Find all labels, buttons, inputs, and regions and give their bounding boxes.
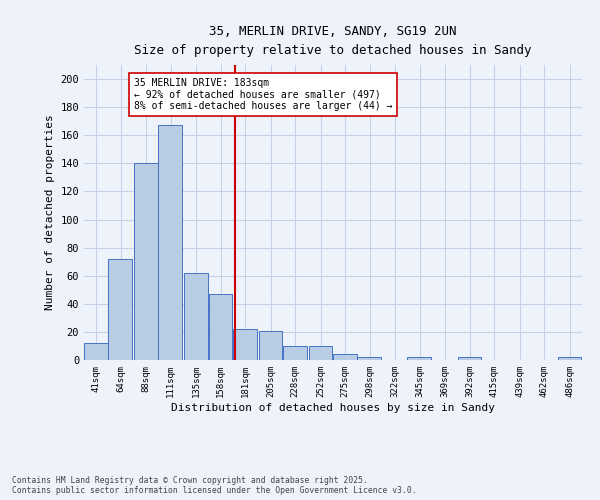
Bar — [109, 259, 132, 360]
Bar — [209, 294, 232, 360]
Y-axis label: Number of detached properties: Number of detached properties — [45, 114, 55, 310]
Bar — [233, 329, 257, 360]
Title: 35, MERLIN DRIVE, SANDY, SG19 2UN
Size of property relative to detached houses i: 35, MERLIN DRIVE, SANDY, SG19 2UN Size o… — [134, 25, 532, 57]
Bar — [158, 126, 182, 360]
Text: 35 MERLIN DRIVE: 183sqm
← 92% of detached houses are smaller (497)
8% of semi-de: 35 MERLIN DRIVE: 183sqm ← 92% of detache… — [134, 78, 392, 111]
Bar — [184, 273, 208, 360]
Bar — [308, 346, 332, 360]
Bar — [283, 346, 307, 360]
Text: Contains HM Land Registry data © Crown copyright and database right 2025.
Contai: Contains HM Land Registry data © Crown c… — [12, 476, 416, 495]
Bar — [407, 357, 431, 360]
Bar — [84, 343, 107, 360]
Bar — [458, 357, 481, 360]
Bar — [358, 357, 381, 360]
Bar — [134, 164, 158, 360]
Bar — [557, 357, 581, 360]
Bar — [259, 330, 282, 360]
X-axis label: Distribution of detached houses by size in Sandy: Distribution of detached houses by size … — [171, 402, 495, 412]
Bar — [333, 354, 356, 360]
